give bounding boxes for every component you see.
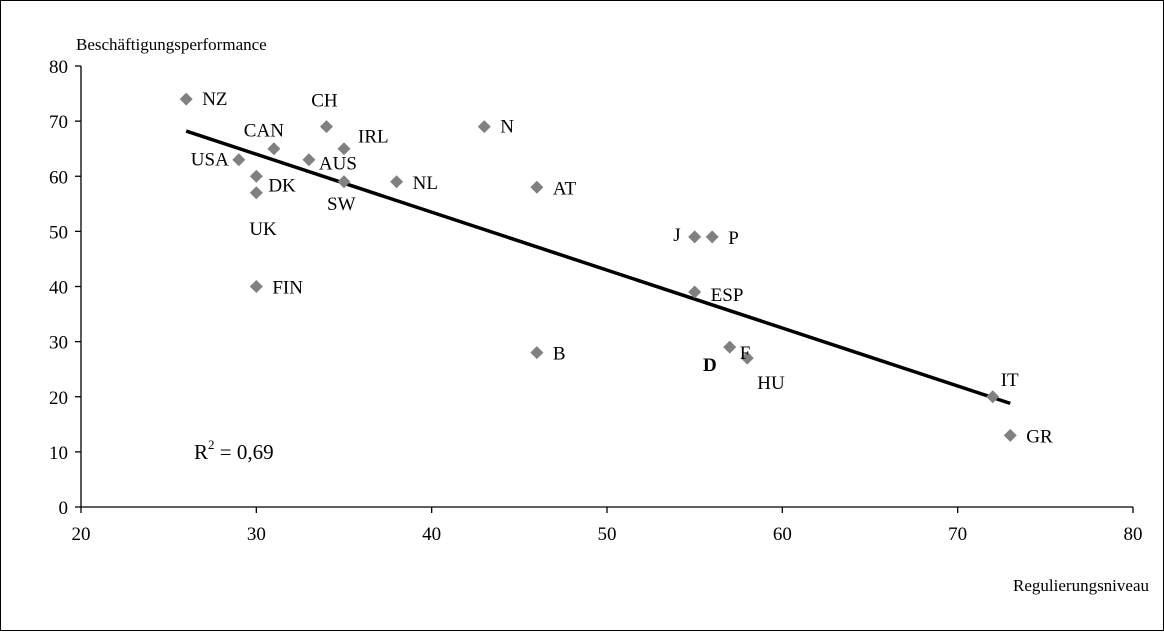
data-point-marker xyxy=(688,230,702,244)
data-point-marker xyxy=(740,351,754,365)
data-point-label: DK xyxy=(268,175,296,196)
x-tick-label: 60 xyxy=(773,524,792,545)
data-point-label: IRL xyxy=(358,127,389,148)
y-tick-label: 50 xyxy=(49,222,68,243)
y-tick-label: 60 xyxy=(49,167,68,188)
data-point-label: D xyxy=(703,355,717,376)
y-tick-label: 20 xyxy=(49,388,68,409)
r2-value: = 0,69 xyxy=(215,440,274,464)
data-point-marker xyxy=(267,142,281,156)
data-point-label: F xyxy=(740,343,751,364)
data-point-label: USA xyxy=(191,150,229,171)
data-point-label: J xyxy=(673,225,680,246)
y-tick-label: 40 xyxy=(49,278,68,299)
y-tick-label: 30 xyxy=(49,333,68,354)
data-point-marker xyxy=(705,230,719,244)
data-point-marker xyxy=(249,186,263,200)
data-point-marker xyxy=(986,390,1000,404)
x-axis-title: Regulierungsniveau xyxy=(1013,576,1149,595)
y-axis-title: Beschäftigungsperformance xyxy=(76,35,267,54)
r2-exponent: 2 xyxy=(208,437,215,452)
x-tick-label: 80 xyxy=(1124,524,1143,545)
y-tick-label: 10 xyxy=(49,443,68,464)
data-point-marker xyxy=(688,285,702,299)
data-point-label: ESP xyxy=(711,285,744,306)
trend-line xyxy=(185,129,1011,406)
data-point-label: UK xyxy=(249,219,277,240)
x-tick-label: 40 xyxy=(422,524,441,545)
data-point-marker xyxy=(1003,428,1017,442)
data-point-label: CAN xyxy=(244,121,284,142)
data-point-marker xyxy=(337,175,351,189)
data-point-label: AUS xyxy=(319,154,357,175)
data-point-marker xyxy=(477,120,491,134)
r2-base: R xyxy=(194,440,208,464)
data-point-label: N xyxy=(500,117,514,138)
x-tick-label: 20 xyxy=(72,524,91,545)
data-point-marker xyxy=(249,280,263,293)
data-point-marker xyxy=(179,92,193,106)
data-points xyxy=(179,92,1017,442)
data-point-label: P xyxy=(728,228,739,249)
x-tick-label: 30 xyxy=(247,524,266,545)
data-point-label: GR xyxy=(1026,426,1053,447)
data-point-marker xyxy=(249,169,263,183)
x-tick-label: 70 xyxy=(948,524,967,545)
data-point-marker xyxy=(390,175,404,189)
y-tick-label: 80 xyxy=(49,57,68,78)
point-labels: NZ CH N CAN IRL USA AUS DK SW NL AT UK J P FIN ESP D F B HU… xyxy=(191,89,1053,447)
data-point-label: B xyxy=(553,344,566,365)
data-point-label: HU xyxy=(757,373,785,394)
data-point-label: NL xyxy=(413,173,438,194)
x-tick-label: 50 xyxy=(598,524,617,545)
axes: 0 10 20 30 40 50 60 70 80 20 30 40 50 60 70 80 xyxy=(49,57,1143,545)
data-point-marker xyxy=(723,340,737,354)
data-point-label: FIN xyxy=(272,278,303,299)
data-point-marker xyxy=(302,153,316,167)
y-tick-label: 70 xyxy=(49,112,68,133)
data-point-label: NZ xyxy=(202,89,227,110)
data-point-marker xyxy=(530,180,544,194)
data-point-label: CH xyxy=(311,91,338,112)
data-point-marker xyxy=(337,142,351,156)
data-point-marker xyxy=(319,120,333,134)
data-point-label: AT xyxy=(553,178,577,199)
data-point-label: IT xyxy=(1001,370,1019,391)
y-tick-label: 0 xyxy=(59,498,69,519)
r-squared-annotation: R2 = 0,69 xyxy=(194,437,274,464)
data-point-marker xyxy=(232,153,246,167)
data-point-marker xyxy=(530,346,544,360)
data-point-label: SW xyxy=(327,194,356,215)
